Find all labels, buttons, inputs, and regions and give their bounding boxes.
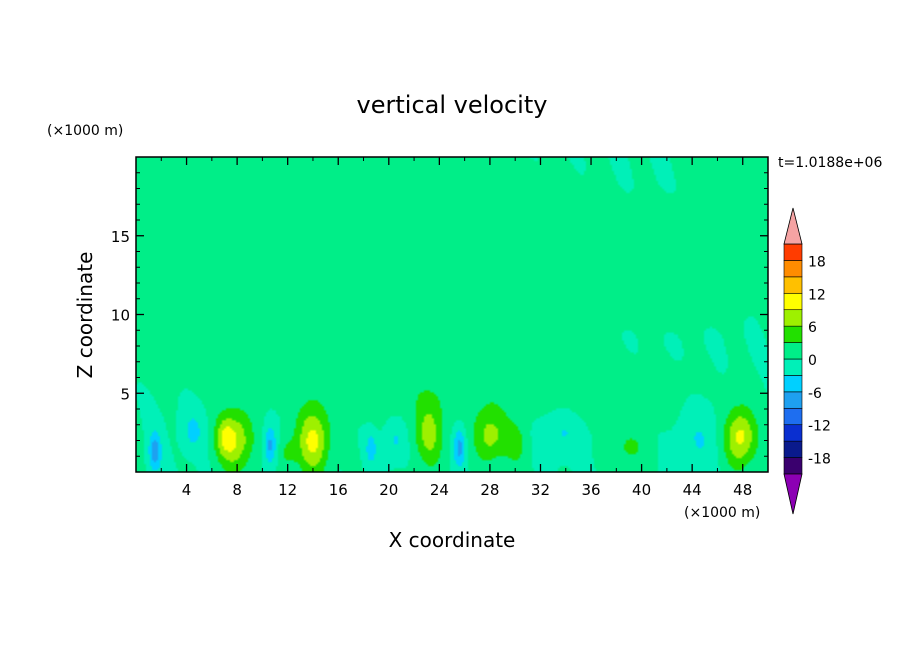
x-tick-label: 8 [232, 481, 242, 499]
colorbar-segment [783, 243, 803, 261]
colorbar-tick-label: 12 [808, 287, 826, 303]
x-tick-label: 48 [733, 481, 752, 499]
colorbar-segment [783, 309, 803, 327]
colorbar-segment [783, 424, 803, 442]
x-tick-label: 28 [480, 481, 499, 499]
colorbar-segment [783, 358, 803, 376]
colorbar-tick-label: -6 [808, 386, 822, 402]
x-tick-label: 20 [379, 481, 398, 499]
colorbar-tick-label: 18 [808, 254, 826, 270]
x-tick-label: 40 [632, 481, 651, 499]
colorbar-segment [783, 457, 803, 475]
x-tick-label: 32 [531, 481, 550, 499]
x-tick-label: 12 [278, 481, 297, 499]
contour-field [136, 157, 768, 472]
time-label: t=1.0188e+06 [778, 155, 882, 171]
colorbar-segment [783, 292, 803, 311]
x-axis-label: X coordinate [389, 528, 516, 552]
colorbar-segment [783, 391, 803, 409]
colorbar-segment [783, 276, 803, 294]
colorbar-segment [783, 260, 803, 278]
colorbar: 18 12 6 0 -6 -12 -18 [783, 207, 831, 515]
colorbar-tick-label: 6 [808, 320, 817, 336]
x-tick-label: 44 [683, 481, 702, 499]
x-tick-label: 16 [329, 481, 348, 499]
y-axis-ticks: 5 10 15 [111, 172, 768, 457]
y-axis-label: Z coordinate [73, 252, 97, 379]
colorbar-segment [783, 342, 803, 360]
x-unit-label: (×1000 m) [684, 505, 760, 521]
colorbar-segment [783, 325, 803, 343]
colorbar-under-arrow [783, 473, 803, 515]
y-tick-label: 10 [111, 307, 130, 325]
x-tick-label: 24 [430, 481, 449, 499]
colorbar-over-arrow [783, 207, 803, 245]
y-tick-label: 5 [120, 385, 130, 403]
colorbar-tick-label: -18 [808, 452, 831, 468]
colorbar-segment [783, 440, 803, 458]
chart-title: vertical velocity [357, 91, 548, 119]
x-tick-label: 4 [182, 481, 192, 499]
colorbar-tick-label: 0 [808, 353, 817, 369]
colorbar-tick-label: -12 [808, 419, 831, 435]
x-tick-label: 36 [581, 481, 600, 499]
y-tick-label: 15 [111, 228, 130, 246]
colorbar-segment [783, 407, 803, 426]
x-axis-ticks: 4 8 12 16 20 24 28 32 36 40 44 48 [160, 157, 752, 499]
y-unit-label: (×1000 m) [47, 123, 123, 139]
colorbar-segment [783, 375, 803, 393]
